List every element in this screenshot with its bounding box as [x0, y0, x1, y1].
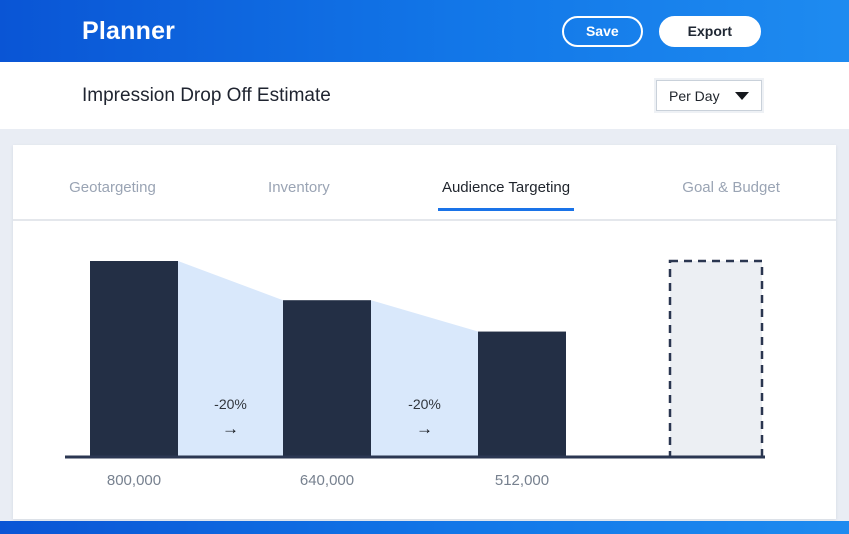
right-arrow-icon: → — [222, 419, 239, 438]
bar-value-label: 800,000 — [107, 472, 161, 489]
sub-header: Impression Drop Off Estimate Per Day — [0, 62, 849, 129]
per-day-dropdown[interactable]: Per Day — [654, 78, 764, 113]
tabs: Geotargeting Inventory Audience Targetin… — [13, 145, 836, 211]
planner-card: Geotargeting Inventory Audience Targetin… — [13, 145, 836, 519]
right-arrow-icon: → — [416, 419, 433, 438]
drop-percent-label: -20% — [214, 396, 247, 412]
drop-trapezoid — [371, 300, 478, 457]
bottom-strip — [0, 521, 849, 534]
app-header: Planner Save Export — [0, 0, 849, 62]
funnel-bar — [478, 331, 566, 457]
header-actions: Save Export — [561, 15, 761, 47]
funnel-chart: -20% → -20% → 800,000 640,000 512,000 — [13, 231, 836, 497]
drop-trapezoid — [178, 261, 283, 457]
placeholder-bar — [668, 259, 764, 459]
tab-audience-targeting[interactable]: Audience Targeting — [437, 179, 575, 211]
tab-goal-budget[interactable]: Goal & Budget — [682, 179, 780, 196]
tab-geotargeting[interactable]: Geotargeting — [69, 179, 156, 196]
app-title: Planner — [82, 16, 176, 45]
dropdown-value: Per Day — [669, 87, 720, 104]
funnel-chart-svg: -20% → -20% → 800,000 640,000 512,000 — [65, 259, 765, 489]
tabs-divider — [13, 219, 836, 221]
tab-inventory[interactable]: Inventory — [268, 179, 330, 196]
bar-value-label: 512,000 — [495, 472, 549, 489]
export-button[interactable]: Export — [658, 15, 761, 47]
page-title: Impression Drop Off Estimate — [82, 84, 331, 106]
chevron-down-icon — [735, 91, 749, 100]
funnel-bar — [283, 300, 371, 457]
bar-value-label: 640,000 — [300, 472, 354, 489]
funnel-bar — [90, 261, 178, 457]
save-button[interactable]: Save — [561, 15, 643, 47]
drop-percent-label: -20% — [408, 396, 441, 412]
